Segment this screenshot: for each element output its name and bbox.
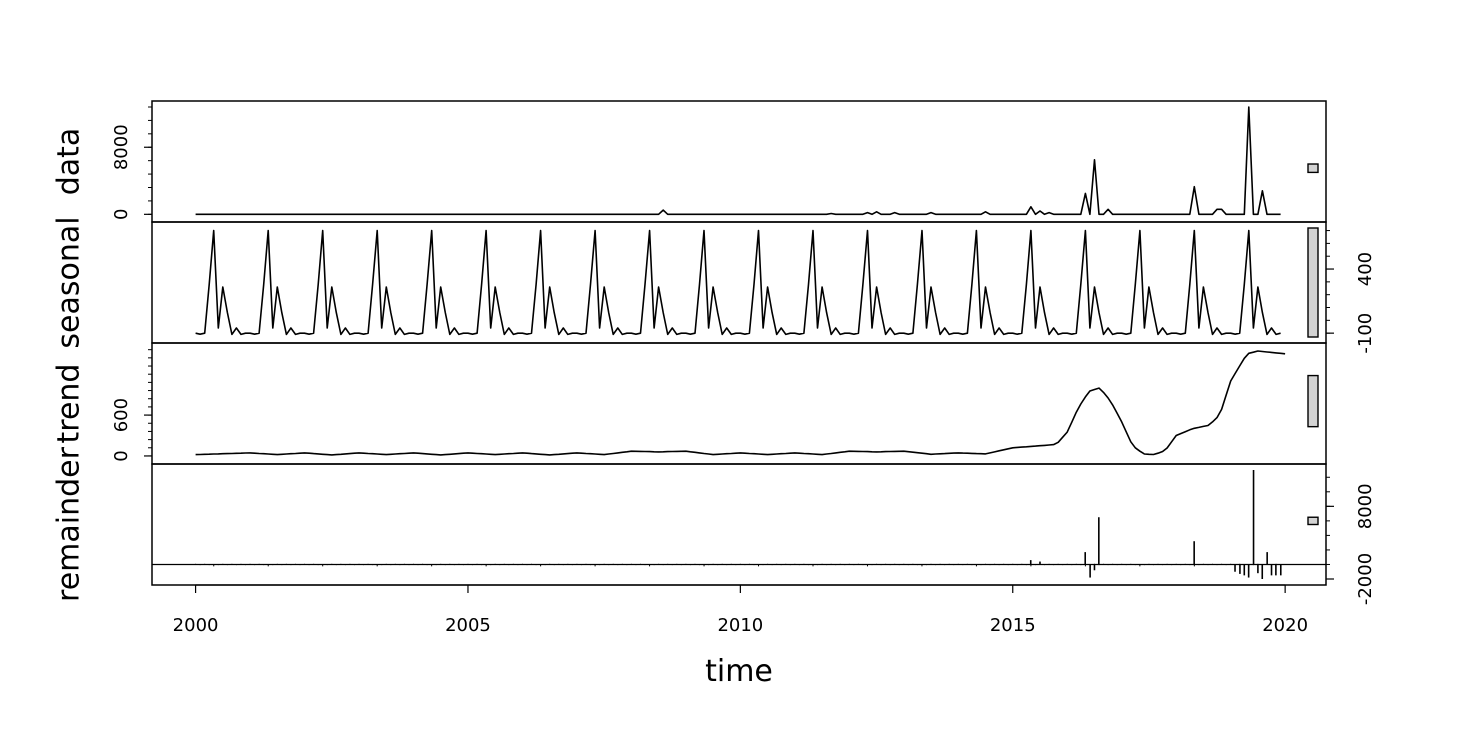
scale-bar-remainder <box>1307 516 1319 526</box>
panel-data: 0 8000 data <box>52 100 1327 223</box>
y-tick-label-trend: 0 <box>111 450 132 461</box>
series-line-seasonal <box>195 229 1281 336</box>
y-tick-label-seasonal: -100 <box>1355 313 1376 354</box>
panel-frame-remainder <box>151 463 1327 586</box>
series-line-trend <box>195 350 1286 456</box>
y-tick-label-seasonal: 400 <box>1355 252 1376 286</box>
x-tick-label: 2000 <box>173 615 219 636</box>
panel-remainder: -2000 8000 remainder <box>52 446 1377 605</box>
x-tick-label: 2005 <box>445 615 491 636</box>
panel-seasonal: -100 400 seasonal <box>52 216 1377 353</box>
y-tick-label-data: 8000 <box>111 124 132 170</box>
series-line-data <box>195 106 1281 216</box>
panels-layer: 0 8000 data -100 400 seasonal 0 600 trend -2000 80… <box>52 100 1377 605</box>
scale-bar-seasonal <box>1307 227 1319 338</box>
panel-label-remainder: remainder <box>52 446 87 602</box>
x-tick-label: 2010 <box>717 615 763 636</box>
panel-label-seasonal: seasonal <box>52 216 87 348</box>
y-tick-label-trend: 600 <box>111 398 132 432</box>
x-tick-label: 2020 <box>1262 615 1308 636</box>
panel-trend: 0 600 trend <box>52 342 1327 465</box>
y-tick-label-data: 0 <box>111 209 132 220</box>
panel-frame-trend <box>151 342 1327 465</box>
x-tick-label: 2015 <box>990 615 1036 636</box>
panel-frame-data <box>151 100 1327 223</box>
y-tick-label-remainder: 8000 <box>1355 483 1376 529</box>
scale-bar-trend <box>1307 374 1319 428</box>
x-axis-title: time <box>705 654 773 689</box>
panel-label-trend: trend <box>52 364 87 444</box>
x-axis: 2000 2005 2010 2015 2020 <box>173 584 1308 636</box>
y-tick-label-remainder: -2000 <box>1355 553 1376 605</box>
panel-label-data: data <box>52 128 87 196</box>
scale-bar-data <box>1307 163 1319 174</box>
